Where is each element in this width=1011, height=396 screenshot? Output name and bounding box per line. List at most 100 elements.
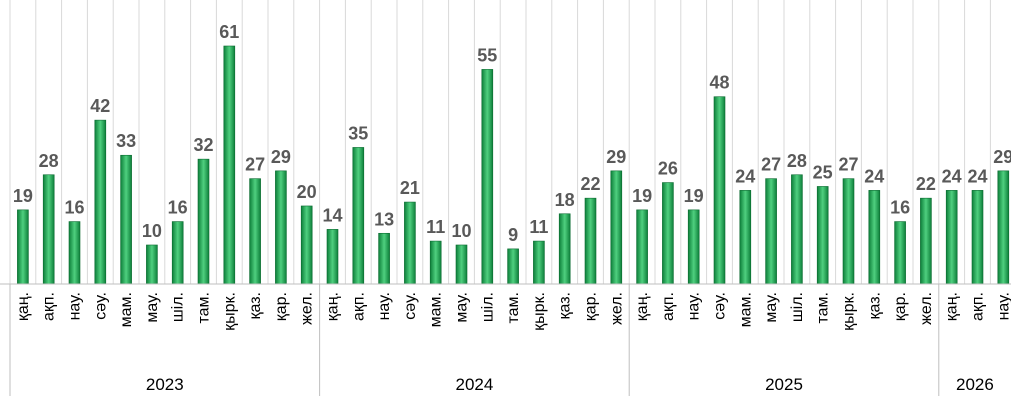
bar-value-label: 29 <box>606 147 626 167</box>
bar <box>197 158 210 285</box>
bar-value-label: 27 <box>838 155 858 175</box>
bar-value-label: 25 <box>813 162 833 182</box>
month-label: ақп. <box>660 292 677 321</box>
bar <box>971 190 984 285</box>
month-label: мам. <box>118 292 135 327</box>
month-label: қаң. <box>944 292 961 321</box>
month-label: қар. <box>583 292 600 321</box>
bar <box>533 240 545 285</box>
bar <box>842 178 855 285</box>
bar <box>249 178 261 285</box>
month-label: шіл. <box>479 292 496 322</box>
month-label: ақп. <box>41 292 58 321</box>
bar <box>146 244 158 285</box>
month-label: сәу. <box>712 292 729 320</box>
bar-value-label: 33 <box>116 131 136 151</box>
month-label: нау. <box>67 292 84 320</box>
bar-value-label: 19 <box>684 186 704 206</box>
month-label: қаз. <box>557 292 574 320</box>
bar <box>17 209 29 285</box>
bar-value-label: 24 <box>967 166 987 186</box>
bar <box>662 182 674 285</box>
month-label: там. <box>196 292 213 324</box>
bar <box>920 197 932 285</box>
bar-value-label: 24 <box>735 166 755 186</box>
bar <box>765 178 777 285</box>
bar <box>791 174 803 285</box>
bar <box>120 154 132 285</box>
month-label: там. <box>815 292 832 324</box>
bar <box>223 45 236 285</box>
month-label: мау. <box>763 292 780 323</box>
month-label: мау. <box>144 292 161 323</box>
bar <box>610 170 623 285</box>
month-label: жел. <box>608 292 625 325</box>
month-label: қаң. <box>15 292 32 321</box>
bar-value-label: 42 <box>90 96 110 116</box>
month-label: қаз. <box>866 292 883 320</box>
bar <box>455 244 468 285</box>
bar-value-label: 61 <box>219 22 239 42</box>
month-label: мам. <box>428 292 445 327</box>
bar <box>584 197 597 285</box>
bar-value-label: 10 <box>142 221 162 241</box>
bar <box>507 248 519 285</box>
month-label: там. <box>505 292 522 324</box>
month-label: ақп. <box>350 292 367 321</box>
bar-value-label: 9 <box>508 225 518 245</box>
bar-value-label: 19 <box>632 186 652 206</box>
bar-value-label: 22 <box>580 174 600 194</box>
month-label: шіл. <box>789 292 806 322</box>
month-label: қырк. <box>221 292 238 331</box>
bar-value-label: 28 <box>39 151 59 171</box>
month-label: нау. <box>686 292 703 320</box>
bar <box>558 213 571 285</box>
bar-value-label: 27 <box>245 155 265 175</box>
month-label: нау. <box>376 292 393 320</box>
bar-value-label: 29 <box>993 147 1011 167</box>
bar <box>945 190 958 285</box>
bar <box>300 205 313 285</box>
bar-value-label: 48 <box>709 73 729 93</box>
month-label: қаң. <box>325 292 342 321</box>
bar-value-label: 19 <box>13 186 33 206</box>
bar-value-label: 16 <box>64 198 84 218</box>
bar <box>68 221 81 285</box>
bar-value-label: 55 <box>477 45 497 65</box>
bar <box>739 190 752 285</box>
year-labels: 2023 2024 2025 2026 <box>146 375 994 394</box>
month-label: мау. <box>454 292 471 323</box>
year-label: 2023 <box>146 375 184 394</box>
bar-value-label: 11 <box>426 217 445 237</box>
bar <box>404 201 416 285</box>
bar-value-label: 28 <box>787 151 807 171</box>
month-label: шіл. <box>170 292 187 322</box>
bar <box>894 221 906 285</box>
bar <box>713 96 726 285</box>
year-label: 2026 <box>956 375 994 394</box>
bar-value-label: 16 <box>890 198 910 218</box>
bar-value-label: 32 <box>193 135 213 155</box>
month-label: қырк. <box>841 292 858 331</box>
bar-value-label: 20 <box>297 182 317 202</box>
bar-value-label: 18 <box>555 190 575 210</box>
month-label: қаз. <box>247 292 264 320</box>
bar <box>352 147 365 285</box>
bar <box>326 229 339 285</box>
bar-value-label: 21 <box>400 178 420 198</box>
month-labels: қаң. ақп. нау. сәу. мам. мау. шіл. там. қырк. қаз… <box>15 292 1011 331</box>
bar-value-label: 16 <box>168 198 188 218</box>
bar <box>997 170 1010 285</box>
bar-value-label: 35 <box>348 123 368 143</box>
month-label: қаң. <box>634 292 651 321</box>
bar <box>816 186 829 285</box>
x-axis <box>0 283 1011 396</box>
bar <box>429 240 442 285</box>
month-label: сәу. <box>402 292 419 320</box>
bar-value-label: 14 <box>322 205 342 225</box>
bar <box>636 209 648 285</box>
bar-value-label: 24 <box>942 166 962 186</box>
bar <box>171 221 184 285</box>
bar <box>687 209 700 285</box>
month-label: қар. <box>892 292 909 321</box>
